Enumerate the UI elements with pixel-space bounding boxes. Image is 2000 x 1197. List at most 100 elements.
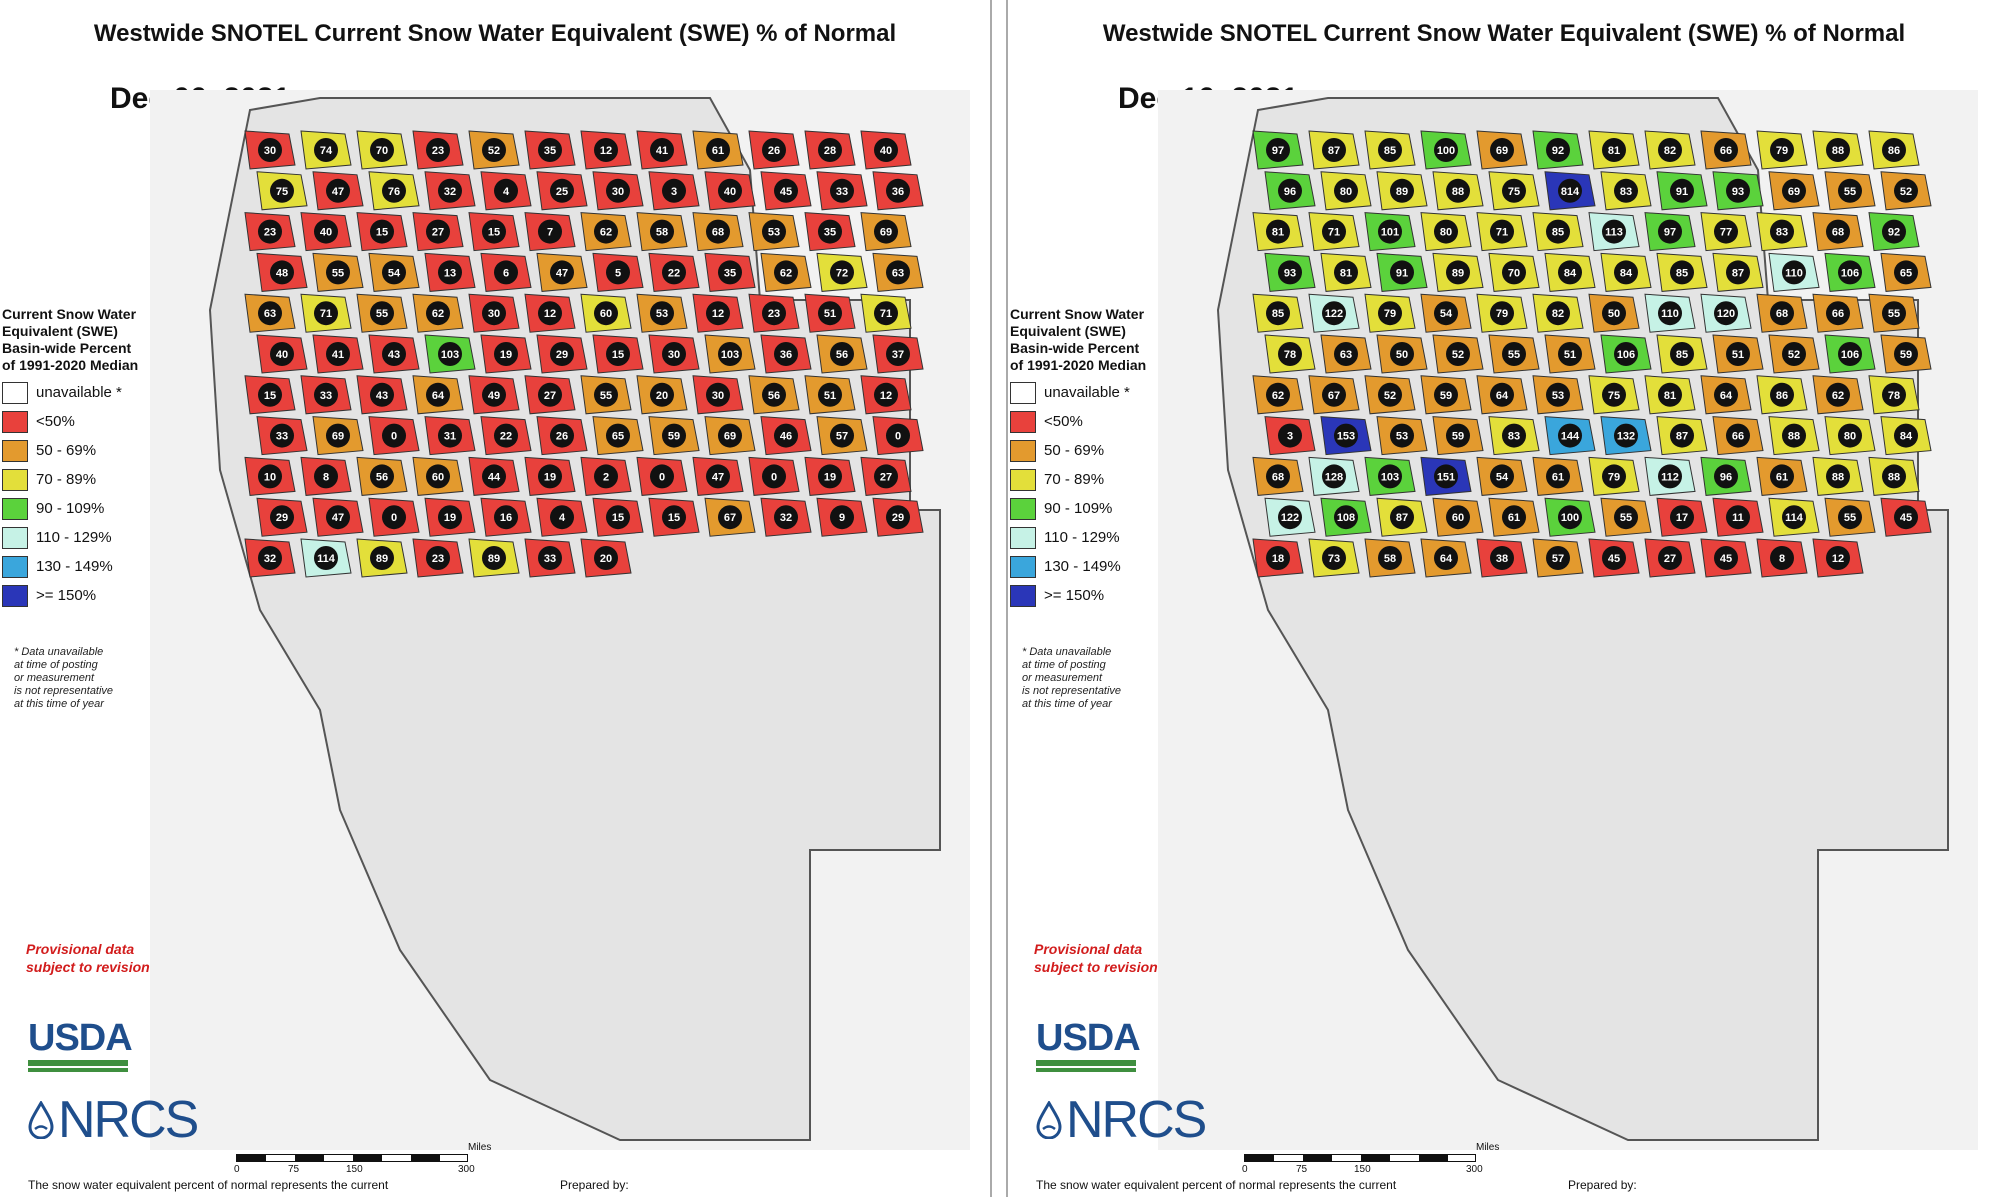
- basin-value-label: 56: [376, 471, 388, 483]
- basin-value-label: 18: [1272, 553, 1284, 565]
- basin-value-label: 69: [1788, 186, 1800, 198]
- usda-logo-bar: [1036, 1068, 1136, 1072]
- basin-value-label: 15: [376, 227, 388, 239]
- basin: 4: [480, 171, 532, 211]
- basin-value-marker: [1770, 464, 1794, 489]
- basin-value-label: 19: [500, 349, 512, 361]
- basin: 53: [748, 212, 800, 252]
- basin-value-marker: [1894, 260, 1918, 285]
- legend: Current Snow Water Equivalent (SWE) Basi…: [2, 306, 202, 610]
- basin-value-marker: [1434, 382, 1458, 407]
- basin-value-marker: [594, 301, 618, 326]
- basin: 32: [244, 538, 296, 578]
- basin: 66: [1712, 416, 1764, 456]
- basin-value-marker: [1322, 301, 1346, 326]
- basin-value-label: 83: [1508, 431, 1520, 443]
- basin-value-label: 81: [1340, 267, 1352, 279]
- basin-value-marker: [1838, 505, 1862, 530]
- basin-value-marker: [1726, 260, 1750, 285]
- legend-swatch: [1010, 468, 1036, 491]
- basin-value-marker: [258, 546, 282, 570]
- note-line: at time of posting: [14, 659, 98, 671]
- basin: 78: [1868, 375, 1920, 415]
- basin-value-marker: [830, 505, 854, 530]
- provisional-line: Provisional data: [26, 941, 135, 957]
- basin-value-label: 40: [276, 349, 288, 361]
- basin: 45: [1700, 538, 1752, 578]
- basin-value-label: 43: [376, 390, 388, 402]
- basin: 103: [1364, 456, 1416, 496]
- basin-value-label: 65: [1900, 267, 1912, 279]
- basin: 32: [424, 171, 476, 211]
- basin-value-marker: [550, 178, 574, 203]
- basin-value-marker: [438, 505, 462, 530]
- basin-value-label: 64: [1720, 390, 1733, 402]
- basin-value-label: 87: [1676, 431, 1688, 443]
- basin-value-marker: [830, 260, 854, 285]
- basin-value-marker: [482, 546, 506, 570]
- basin-value-marker: [1322, 382, 1346, 407]
- basin: 62: [1812, 375, 1864, 415]
- basin: 49: [468, 375, 520, 415]
- legend-swatch: [2, 439, 28, 462]
- basin-value-label: 43: [388, 349, 400, 361]
- basin: 15: [592, 334, 644, 374]
- basin-value-label: 69: [1496, 145, 1508, 157]
- basin: 86: [1756, 375, 1808, 415]
- basin: 28: [804, 130, 856, 170]
- basin-value-label: 65: [612, 431, 624, 443]
- basin-value-label: 56: [768, 390, 780, 402]
- basin-value-label: 79: [1776, 145, 1788, 157]
- basin-value-marker: [1322, 464, 1346, 489]
- basin-value-label: 0: [771, 471, 777, 483]
- basin-value-marker: [1434, 301, 1458, 326]
- basin-value-label: 60: [600, 308, 612, 320]
- basin: 12: [1812, 538, 1864, 578]
- basin-value-marker: [1782, 423, 1806, 448]
- basin: 68: [1756, 293, 1808, 333]
- basin-value-label: 83: [1776, 227, 1788, 239]
- basin-value-label: 55: [1888, 308, 1900, 320]
- basin-value-label: 85: [1676, 267, 1688, 279]
- basin-value-label: 35: [824, 227, 836, 239]
- basin-value-marker: [1670, 505, 1694, 530]
- basin: 69: [312, 416, 364, 456]
- basin: 15: [356, 212, 408, 252]
- basin-value-label: 53: [768, 227, 780, 239]
- legend-label: >= 150%: [1044, 587, 1105, 604]
- basin-value-marker: [1770, 546, 1794, 570]
- basin: 106: [1824, 334, 1876, 374]
- basin: 19: [524, 456, 576, 496]
- basin-value-marker: [1658, 546, 1682, 570]
- basin: 51: [1544, 334, 1596, 374]
- basin-value-label: 0: [895, 431, 901, 443]
- basin-value-marker: [438, 260, 462, 285]
- legend-label: 70 - 89%: [36, 471, 97, 488]
- basin: 61: [692, 130, 744, 170]
- basin-value-label: 55: [332, 267, 344, 279]
- basin: 61: [1488, 497, 1540, 537]
- basin-value-label: 113: [1605, 227, 1623, 239]
- basin-value-marker: [1278, 505, 1302, 530]
- legend-swatch: [1010, 439, 1036, 462]
- basin: 41: [636, 130, 688, 170]
- basin: 47: [312, 497, 364, 537]
- basin-value-marker: [1882, 138, 1906, 162]
- basin-value-marker: [426, 382, 450, 407]
- basin: 33: [524, 538, 576, 578]
- basin-value-marker: [1266, 546, 1290, 570]
- basin-value-label: 106: [1841, 349, 1859, 361]
- legend-items: unavailable * <50% 50 - 69% 70 - 89% 90 - 10…: [1010, 378, 1210, 610]
- legend-title-line: of 1991-2020 Median: [1010, 357, 1147, 373]
- basin: 88: [1812, 456, 1864, 496]
- basin-value-label: 47: [556, 267, 568, 279]
- legend-label: 110 - 129%: [1044, 529, 1120, 546]
- basin-value-label: 38: [1496, 553, 1508, 565]
- basin-value-label: 51: [824, 390, 836, 402]
- basin-value-label: 54: [1496, 471, 1509, 483]
- basin: 27: [860, 456, 912, 496]
- scale-tick: 0: [234, 1164, 240, 1175]
- basin: 33: [816, 171, 868, 211]
- basin: 88: [1868, 456, 1920, 496]
- legend-swatch: [2, 526, 28, 549]
